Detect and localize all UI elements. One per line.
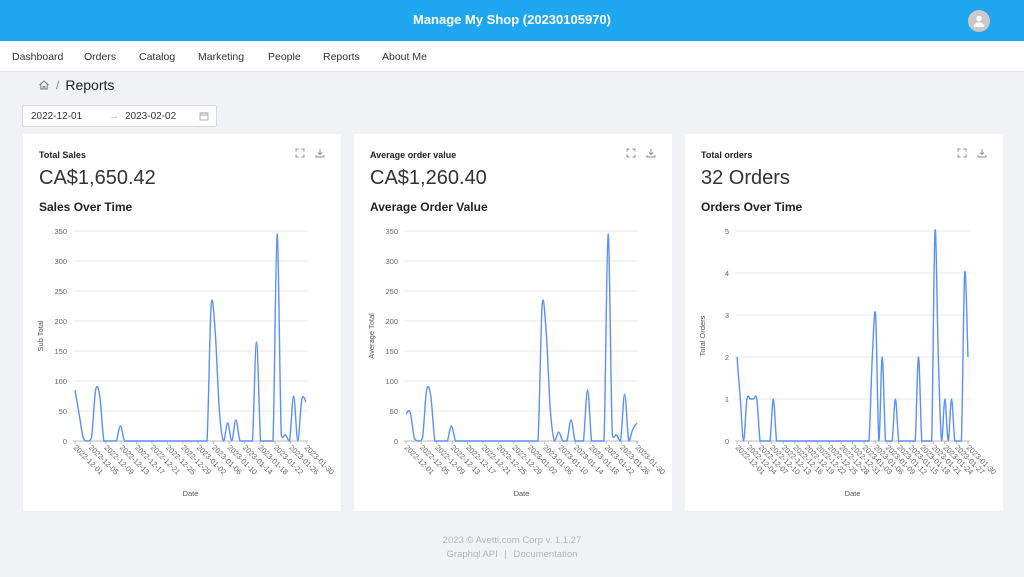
y-tick-label: 50 — [390, 407, 398, 416]
y-axis-label: Sub Total — [36, 320, 45, 351]
y-tick-label: 0 — [394, 437, 398, 446]
nav-reports[interactable]: Reports — [323, 51, 360, 63]
card-value: CA$1,260.40 — [370, 167, 487, 189]
x-axis-label: Date — [845, 489, 861, 498]
page-title: Reports — [65, 77, 115, 93]
copyright: 2023 © Avetti.com Corp v. 1.1.27 — [442, 535, 582, 546]
chart-title: Sales Over Time — [39, 200, 133, 214]
footer: 2023 © Avetti.com Corp v. 1.1.27 Graphql… — [0, 534, 1024, 562]
x-axis-label: Date — [514, 489, 530, 498]
main-nav: Dashboard Orders Catalog Marketing Peopl… — [0, 41, 1024, 72]
y-tick-label: 350 — [54, 227, 67, 236]
x-axis-label: Date — [183, 489, 199, 498]
y-tick-label: 250 — [385, 287, 398, 296]
orders-card: Total orders 32 Orders Orders Over Time … — [685, 134, 1003, 511]
nav-catalog[interactable]: Catalog — [139, 51, 176, 63]
home-icon[interactable] — [38, 79, 50, 91]
nav-about-me[interactable]: About Me — [382, 51, 427, 63]
series-line — [736, 229, 969, 442]
card-value: CA$1,650.42 — [39, 167, 156, 189]
y-tick-label: 200 — [54, 317, 67, 326]
chart-title: Average Order Value — [370, 200, 488, 214]
y-axis-label: Average Total — [367, 313, 376, 359]
y-tick-label: 100 — [54, 377, 67, 386]
shop-title: Manage My Shop (20230105970) — [413, 12, 611, 27]
nav-dashboard[interactable]: Dashboard — [12, 51, 64, 63]
y-tick-label: 50 — [59, 407, 67, 416]
y-axis-label: Total Orders — [698, 315, 707, 356]
y-tick-label: 4 — [725, 269, 729, 278]
y-tick-label: 150 — [54, 347, 67, 356]
y-tick-label: 350 — [385, 227, 398, 236]
y-tick-label: 250 — [54, 287, 67, 296]
y-tick-label: 5 — [725, 227, 729, 236]
download-icon[interactable] — [315, 148, 325, 158]
card-label: Average order value — [370, 150, 457, 160]
date-range-picker[interactable]: 2022-12-01 → 2023-02-02 — [22, 105, 217, 127]
breadcrumb-separator: / — [56, 78, 60, 92]
chart-title: Orders Over Time — [701, 200, 803, 214]
series-line — [74, 233, 307, 442]
footer-separator: | — [504, 549, 507, 560]
y-tick-label: 200 — [385, 317, 398, 326]
top-bar: Manage My Shop (20230105970) — [0, 0, 1024, 41]
download-icon[interactable] — [646, 148, 656, 158]
fullscreen-icon[interactable] — [295, 148, 305, 158]
nav-people[interactable]: People — [268, 51, 301, 63]
start-date[interactable]: 2022-12-01 — [31, 111, 83, 122]
card-label: Total Sales — [39, 150, 86, 160]
y-tick-label: 300 — [54, 257, 67, 266]
graphql-api-link[interactable]: Graphql API — [446, 549, 498, 560]
download-icon[interactable] — [977, 148, 987, 158]
nav-marketing[interactable]: Marketing — [198, 51, 245, 63]
fullscreen-icon[interactable] — [957, 148, 967, 158]
y-tick-label: 150 — [385, 347, 398, 356]
y-tick-label: 0 — [725, 437, 729, 446]
y-tick-label: 100 — [385, 377, 398, 386]
nav-orders[interactable]: Orders — [84, 51, 117, 63]
y-tick-label: 300 — [385, 257, 398, 266]
card-label: Total orders — [701, 150, 753, 160]
user-icon — [973, 15, 985, 27]
avatar[interactable] — [968, 10, 990, 32]
y-tick-label: 2 — [725, 353, 729, 362]
y-tick-label: 1 — [725, 395, 729, 404]
avg-order-card: Average order value CA$1,260.40 Average … — [354, 134, 672, 511]
y-tick-label: 3 — [725, 311, 729, 320]
end-date[interactable]: 2023-02-02 — [125, 111, 177, 122]
card-value: 32 Orders — [701, 167, 790, 189]
documentation-link[interactable]: Documentation — [513, 549, 578, 560]
calendar-icon — [199, 112, 209, 121]
arrow-right-icon: → — [109, 111, 119, 122]
sales-card: Total Sales CA$1,650.42 Sales Over Time … — [23, 134, 341, 511]
fullscreen-icon[interactable] — [626, 148, 636, 158]
y-tick-label: 0 — [63, 437, 67, 446]
series-line — [405, 233, 638, 442]
breadcrumb: / Reports — [38, 77, 114, 93]
